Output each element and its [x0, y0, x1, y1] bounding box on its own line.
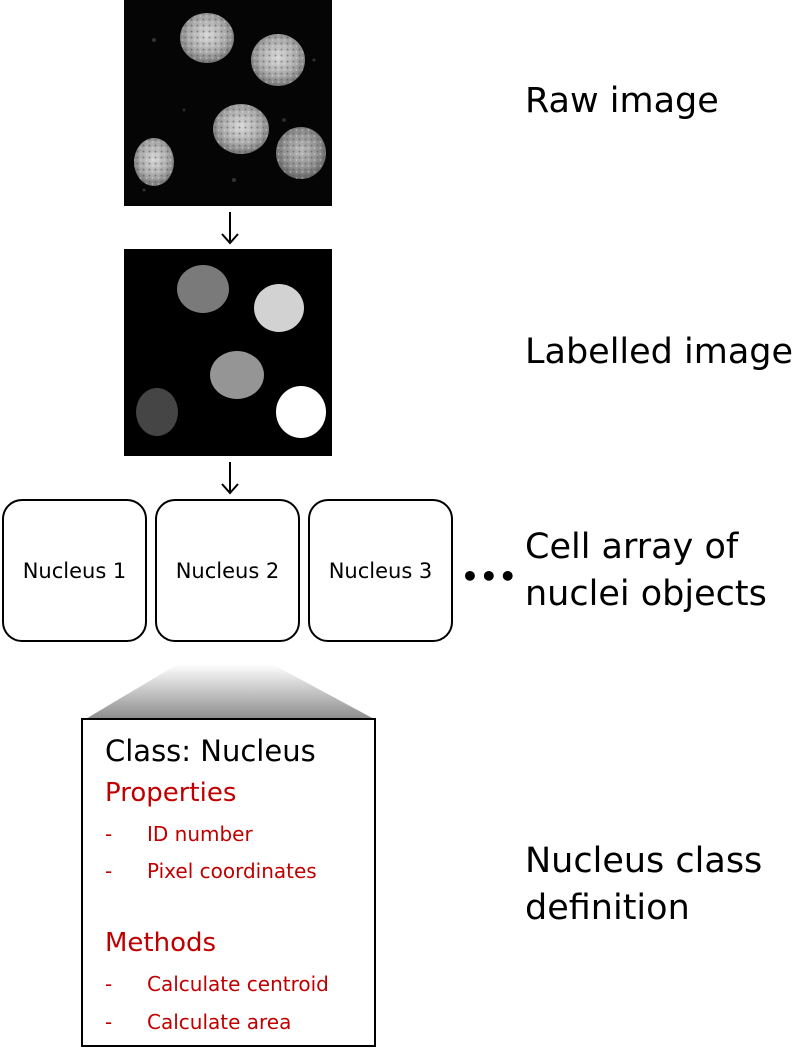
zoom-connector — [84, 664, 376, 720]
raw-nucleus-1 — [180, 13, 234, 63]
methods-heading: Methods — [105, 928, 217, 958]
raw-image-label: Raw image — [525, 81, 719, 121]
nucleus-object-1: Nucleus 1 — [2, 499, 147, 642]
properties-heading: Properties — [105, 778, 237, 808]
raw-nucleus-5 — [276, 127, 326, 179]
method-item: - Calculate centroid — [105, 972, 329, 996]
list-dash: - — [105, 972, 113, 996]
nucleus-object-2: Nucleus 2 — [155, 499, 300, 642]
method-calculate-centroid: Calculate centroid — [147, 972, 329, 996]
class-title: Class: Nucleus — [105, 734, 316, 768]
method-calculate-area: Calculate area — [147, 1010, 292, 1034]
labelled-image — [124, 249, 332, 456]
label-region-5 — [276, 386, 326, 438]
nucleus-object-3: Nucleus 3 — [308, 499, 453, 642]
label-region-4 — [136, 388, 178, 436]
raw-image-nuclei — [124, 0, 332, 206]
labelled-image-label: Labelled image — [525, 332, 794, 372]
list-dash: - — [105, 1010, 113, 1034]
cell-array-label-line1: Cell array of — [525, 527, 739, 567]
property-item: - ID number — [105, 822, 253, 846]
property-item: - Pixel coordinates — [105, 859, 317, 883]
label-region-3 — [210, 351, 264, 399]
property-id-number: ID number — [147, 822, 253, 846]
raw-nucleus-2 — [251, 34, 305, 86]
list-dash: - — [105, 822, 113, 846]
label-region-1 — [177, 265, 229, 313]
down-arrow-icon — [218, 460, 242, 500]
class-definition-box: Class: Nucleus Properties - ID number - Pi… — [81, 718, 376, 1047]
more-ellipsis: ••• — [461, 560, 518, 593]
property-pixel-coordinates: Pixel coordinates — [147, 859, 317, 883]
raw-image — [124, 0, 332, 206]
label-region-2 — [254, 284, 304, 332]
raw-nucleus-4 — [134, 138, 174, 186]
method-item: - Calculate area — [105, 1010, 291, 1034]
raw-nucleus-3 — [213, 104, 269, 154]
class-def-label-line2: definition — [525, 888, 690, 928]
down-arrow-icon — [218, 210, 242, 250]
class-def-label-line1: Nucleus class — [525, 841, 763, 881]
cell-array-label-line2: nuclei objects — [525, 574, 767, 614]
list-dash: - — [105, 859, 113, 883]
